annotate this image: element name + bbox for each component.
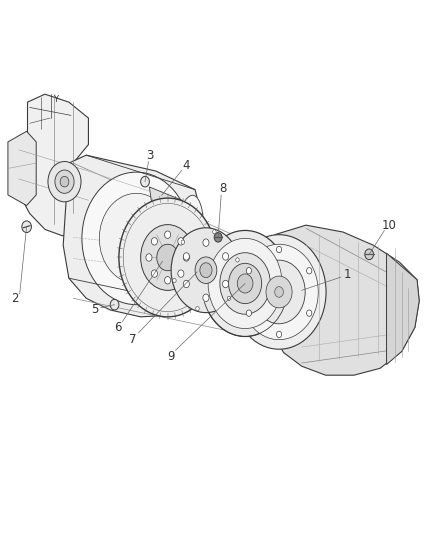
Circle shape [152, 270, 157, 277]
Circle shape [157, 244, 179, 271]
Circle shape [184, 254, 189, 261]
Circle shape [200, 263, 212, 278]
Circle shape [171, 228, 241, 313]
Circle shape [232, 235, 326, 349]
Text: 10: 10 [382, 219, 397, 232]
Circle shape [240, 244, 318, 340]
Circle shape [178, 270, 184, 277]
Circle shape [223, 280, 229, 288]
Circle shape [275, 287, 283, 297]
Circle shape [48, 161, 81, 202]
Polygon shape [149, 187, 184, 214]
Circle shape [119, 198, 216, 317]
Circle shape [152, 238, 157, 245]
Circle shape [246, 268, 251, 274]
Circle shape [237, 274, 253, 293]
Polygon shape [63, 155, 201, 317]
Circle shape [201, 230, 289, 336]
Text: 1: 1 [344, 268, 351, 281]
Circle shape [307, 268, 312, 274]
Circle shape [203, 239, 209, 246]
Text: 8: 8 [220, 182, 227, 195]
Circle shape [22, 221, 32, 232]
Text: 9: 9 [167, 350, 175, 363]
Circle shape [195, 257, 217, 284]
Circle shape [146, 254, 152, 261]
Circle shape [208, 238, 282, 328]
Text: 6: 6 [114, 321, 122, 334]
Circle shape [178, 238, 184, 245]
Circle shape [165, 277, 171, 284]
Polygon shape [8, 131, 36, 206]
Circle shape [253, 260, 305, 324]
Circle shape [203, 294, 209, 302]
Text: 3: 3 [147, 149, 154, 161]
Circle shape [229, 263, 261, 304]
Circle shape [196, 306, 199, 311]
Circle shape [276, 331, 282, 337]
Circle shape [99, 193, 173, 284]
Circle shape [141, 224, 194, 290]
Circle shape [214, 232, 222, 242]
Circle shape [110, 300, 119, 310]
Circle shape [227, 296, 231, 301]
Text: Y: Y [53, 95, 58, 104]
Polygon shape [387, 253, 419, 365]
Circle shape [365, 249, 374, 260]
Circle shape [246, 310, 251, 317]
Circle shape [173, 278, 176, 282]
Circle shape [213, 230, 216, 234]
Text: 2: 2 [11, 292, 18, 305]
Text: 7: 7 [129, 333, 137, 345]
Circle shape [60, 176, 69, 187]
Circle shape [181, 240, 184, 244]
Circle shape [307, 310, 312, 317]
Circle shape [236, 258, 239, 262]
Circle shape [82, 172, 191, 305]
Text: 4: 4 [183, 159, 190, 172]
Circle shape [55, 170, 74, 193]
Circle shape [183, 280, 189, 288]
Circle shape [276, 246, 282, 253]
Polygon shape [18, 94, 97, 236]
Circle shape [266, 276, 292, 308]
Circle shape [183, 253, 189, 260]
Circle shape [223, 253, 229, 260]
Polygon shape [270, 225, 419, 375]
Text: 5: 5 [91, 303, 99, 317]
Circle shape [141, 176, 149, 187]
Circle shape [220, 253, 270, 314]
Circle shape [165, 231, 171, 238]
Ellipse shape [174, 195, 203, 279]
